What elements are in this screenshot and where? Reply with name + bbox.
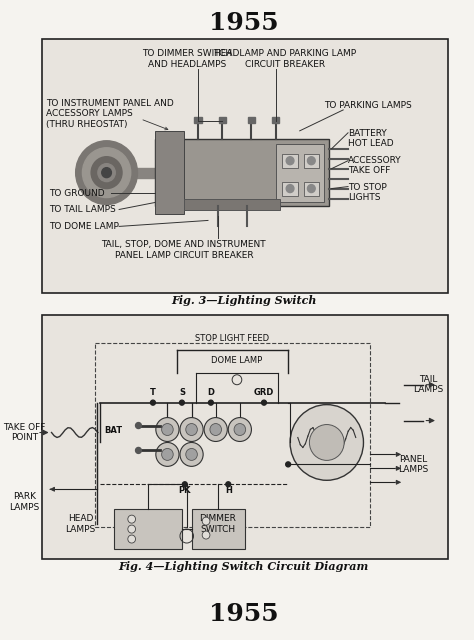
Text: TAIL
LAMPS: TAIL LAMPS bbox=[413, 375, 443, 394]
Bar bbox=[304, 182, 319, 196]
Bar bbox=[95, 343, 370, 527]
Text: PK: PK bbox=[179, 486, 191, 495]
Circle shape bbox=[182, 482, 187, 487]
Circle shape bbox=[308, 184, 315, 193]
Text: PANEL
LAMPS: PANEL LAMPS bbox=[399, 454, 429, 474]
Bar bbox=[219, 117, 226, 123]
Text: TAKE OFF
POINT: TAKE OFF POINT bbox=[3, 422, 46, 442]
Circle shape bbox=[210, 424, 221, 435]
Text: TO DIMMER SWITCH
AND HEADLAMPS: TO DIMMER SWITCH AND HEADLAMPS bbox=[142, 49, 232, 68]
Circle shape bbox=[102, 168, 111, 178]
Circle shape bbox=[204, 417, 228, 442]
Text: HEADLAMP AND PARKING LAMP
CIRCUIT BREAKER: HEADLAMP AND PARKING LAMP CIRCUIT BREAKE… bbox=[214, 49, 356, 68]
Circle shape bbox=[286, 462, 291, 467]
Text: 1955: 1955 bbox=[209, 602, 279, 626]
Circle shape bbox=[180, 417, 203, 442]
Bar bbox=[191, 509, 245, 549]
Text: S: S bbox=[179, 388, 185, 397]
Circle shape bbox=[128, 515, 136, 523]
Circle shape bbox=[202, 517, 210, 525]
Circle shape bbox=[162, 449, 173, 460]
Circle shape bbox=[308, 157, 315, 164]
Circle shape bbox=[162, 424, 173, 435]
Circle shape bbox=[186, 449, 197, 460]
Text: PARK
LAMPS: PARK LAMPS bbox=[9, 492, 40, 511]
Circle shape bbox=[180, 442, 203, 467]
Circle shape bbox=[128, 535, 136, 543]
Bar bbox=[184, 198, 281, 211]
Circle shape bbox=[290, 404, 364, 480]
Text: 1955: 1955 bbox=[209, 12, 279, 35]
Text: GRD: GRD bbox=[254, 388, 274, 397]
Circle shape bbox=[226, 482, 231, 487]
Bar bbox=[155, 131, 184, 214]
Text: Fig. 3—Lighting Switch: Fig. 3—Lighting Switch bbox=[171, 294, 317, 305]
Circle shape bbox=[128, 525, 136, 533]
Circle shape bbox=[82, 148, 131, 198]
Circle shape bbox=[156, 442, 179, 467]
Circle shape bbox=[156, 417, 179, 442]
Circle shape bbox=[286, 157, 294, 164]
Bar bbox=[194, 117, 202, 123]
Circle shape bbox=[151, 400, 155, 405]
Bar bbox=[283, 154, 298, 168]
Text: BATTERY
HOT LEAD: BATTERY HOT LEAD bbox=[348, 129, 393, 148]
Text: STOP LIGHT FEED: STOP LIGHT FEED bbox=[195, 334, 269, 343]
Text: T: T bbox=[150, 388, 156, 397]
Text: D: D bbox=[208, 388, 214, 397]
Bar bbox=[275, 144, 324, 202]
Circle shape bbox=[186, 424, 197, 435]
Circle shape bbox=[202, 531, 210, 539]
Text: BAT: BAT bbox=[105, 426, 123, 435]
Text: ACCESSORY
TAKE OFF: ACCESSORY TAKE OFF bbox=[348, 156, 401, 175]
Text: H: H bbox=[225, 486, 232, 495]
Circle shape bbox=[262, 400, 266, 405]
Bar bbox=[272, 117, 280, 123]
Circle shape bbox=[91, 157, 122, 189]
Circle shape bbox=[98, 164, 115, 182]
Circle shape bbox=[136, 422, 141, 429]
Text: TO INSTRUMENT PANEL AND
ACCESSORY LAMPS
(THRU RHEOSTAT): TO INSTRUMENT PANEL AND ACCESSORY LAMPS … bbox=[46, 99, 173, 129]
Text: Fig. 4—Lighting Switch Circuit Diagram: Fig. 4—Lighting Switch Circuit Diagram bbox=[118, 561, 369, 572]
Bar bbox=[247, 117, 255, 123]
Text: TO GROUND: TO GROUND bbox=[49, 189, 104, 198]
Circle shape bbox=[286, 184, 294, 193]
Text: TO STOP
LIGHTS: TO STOP LIGHTS bbox=[348, 182, 387, 202]
Bar bbox=[114, 509, 182, 549]
Bar bbox=[116, 168, 157, 178]
Circle shape bbox=[136, 447, 141, 453]
Bar bbox=[42, 315, 447, 559]
Text: TO TAIL LAMPS: TO TAIL LAMPS bbox=[49, 205, 115, 214]
Circle shape bbox=[228, 417, 251, 442]
Circle shape bbox=[180, 400, 184, 405]
Bar bbox=[42, 39, 447, 293]
Text: DIMMER
SWITCH: DIMMER SWITCH bbox=[199, 514, 236, 534]
Circle shape bbox=[310, 424, 344, 460]
Circle shape bbox=[76, 141, 137, 205]
Bar bbox=[283, 182, 298, 196]
Bar bbox=[155, 139, 328, 207]
Circle shape bbox=[209, 400, 213, 405]
Text: DOME LAMP: DOME LAMP bbox=[211, 356, 263, 365]
Text: PL: PL bbox=[291, 449, 302, 458]
Circle shape bbox=[234, 424, 246, 435]
Text: TAIL, STOP, DOME AND INSTRUMENT
PANEL LAMP CIRCUIT BREAKER: TAIL, STOP, DOME AND INSTRUMENT PANEL LA… bbox=[101, 241, 266, 260]
Text: TO PARKING LAMPS: TO PARKING LAMPS bbox=[324, 101, 411, 110]
Text: TO DOME LAMP: TO DOME LAMP bbox=[49, 223, 118, 232]
Bar bbox=[304, 154, 319, 168]
Text: HEAD
LAMPS: HEAD LAMPS bbox=[65, 514, 96, 534]
